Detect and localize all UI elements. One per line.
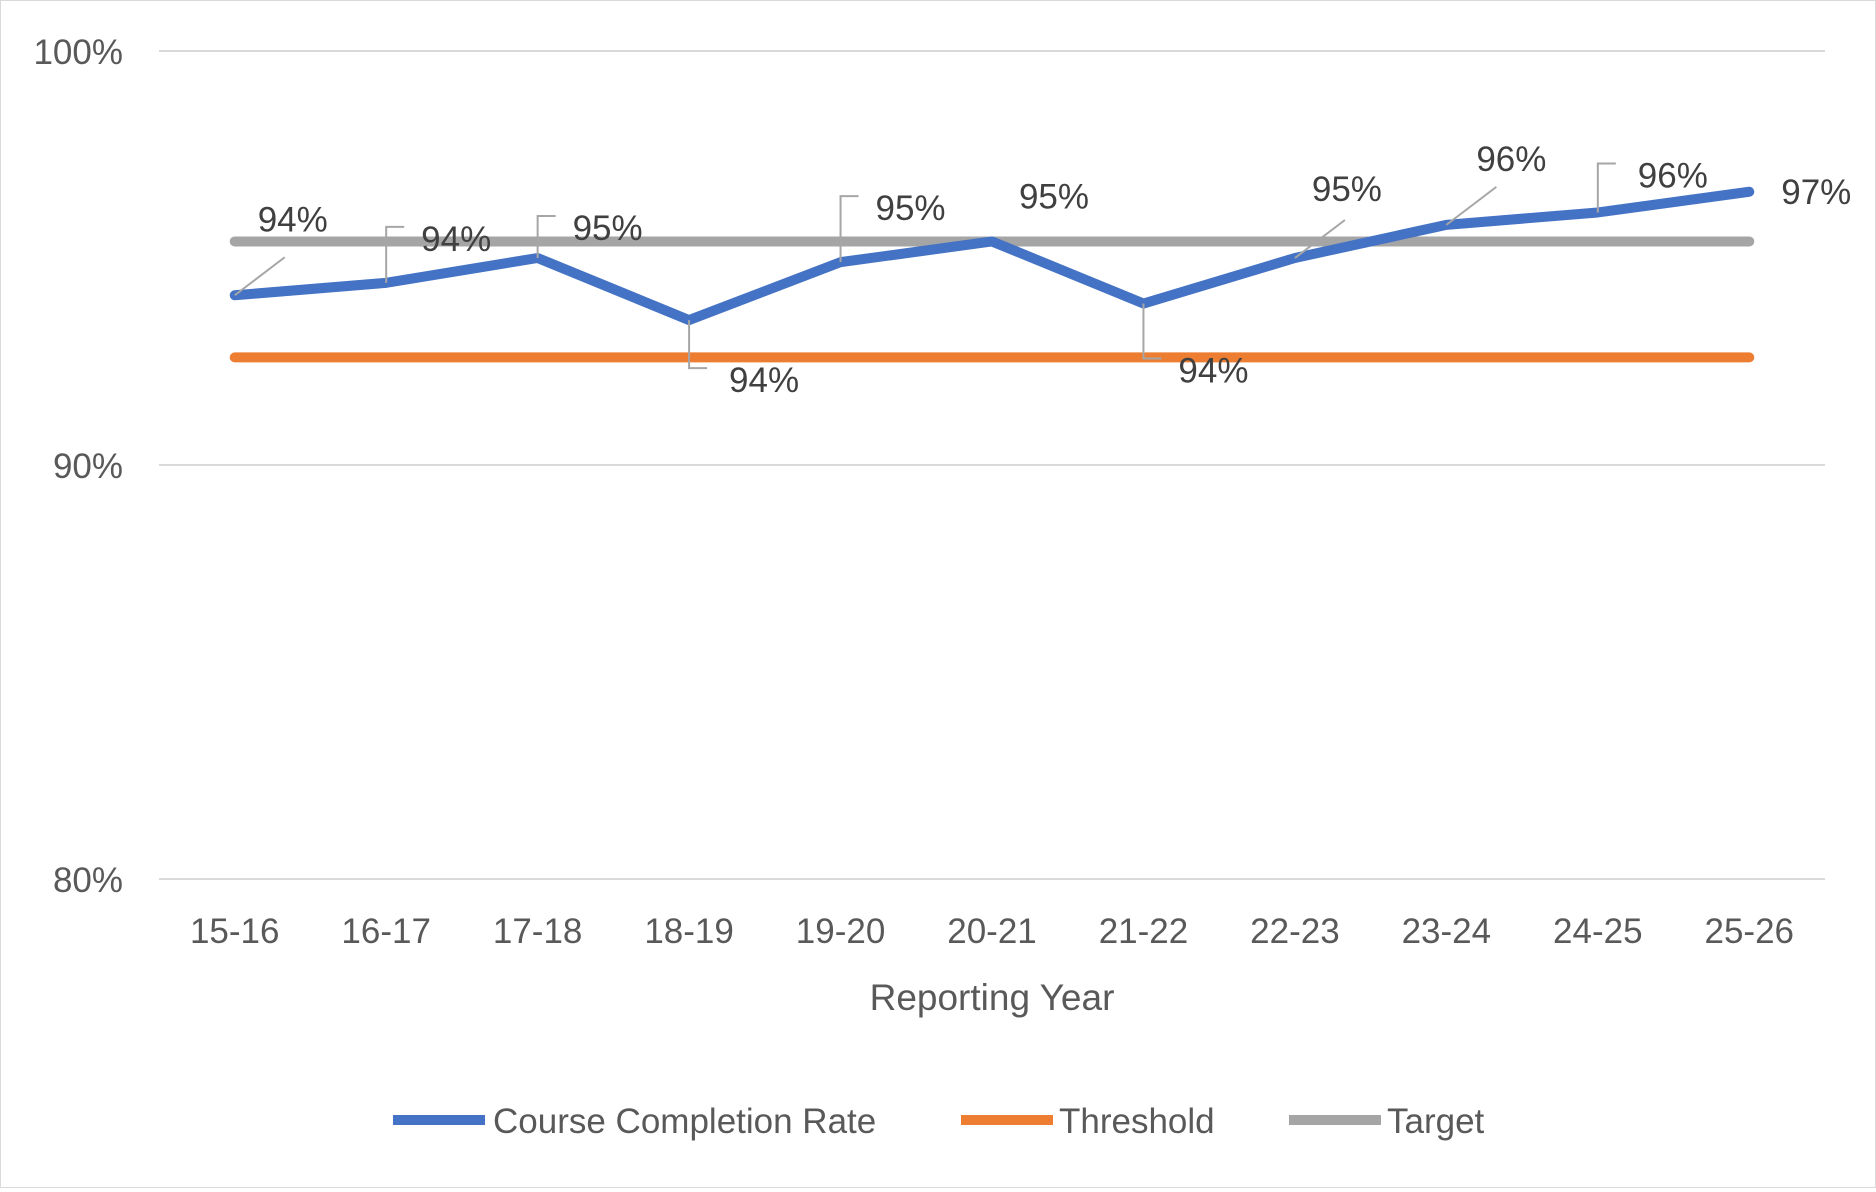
- data-label-leader: [1294, 219, 1346, 259]
- x-axis-title: Reporting Year: [870, 977, 1115, 1018]
- y-tick-label: 80%: [53, 861, 123, 900]
- legend-label: Course Completion Rate: [493, 1102, 876, 1141]
- data-label-leader: [536, 215, 556, 258]
- data-label: 96%: [1476, 140, 1546, 179]
- legend-label: Target: [1387, 1102, 1485, 1141]
- y-axis-tick-labels: 80% 90% 100%: [33, 33, 123, 900]
- x-tick-label: 21-22: [1099, 912, 1189, 951]
- x-tick-label: 17-18: [493, 912, 583, 951]
- x-tick-label: 20-21: [947, 912, 1037, 951]
- data-labels: 94% 94% 95% 94% 95% 95% 94% 95% 96% 96% 97%: [258, 140, 1852, 400]
- legend-label: Threshold: [1059, 1102, 1215, 1141]
- legend-item-target: Target: [1289, 1102, 1485, 1141]
- data-label: 94%: [729, 361, 799, 400]
- data-label-leader: [385, 225, 405, 283]
- gridlines: [159, 50, 1825, 880]
- y-tick-label: 100%: [33, 33, 123, 72]
- data-label-leader: [688, 320, 708, 370]
- data-label: 94%: [421, 220, 491, 259]
- data-label: 96%: [1638, 156, 1708, 195]
- data-label: 95%: [1312, 170, 1382, 209]
- data-label-leader: [1142, 303, 1162, 360]
- data-label-leader: [839, 195, 859, 263]
- x-tick-label: 25-26: [1705, 912, 1795, 951]
- data-label: 95%: [876, 189, 946, 228]
- data-label: 94%: [258, 200, 328, 239]
- legend: Course Completion Rate Threshold Target: [393, 1102, 1485, 1141]
- data-label: 95%: [1019, 177, 1089, 216]
- y-tick-label: 90%: [53, 447, 123, 486]
- data-label-leader-lines: [234, 162, 1616, 370]
- x-tick-label: 18-19: [644, 912, 734, 951]
- data-label: 94%: [1178, 352, 1248, 391]
- data-label-leader: [1445, 186, 1497, 226]
- series-lines: [229, 186, 1755, 363]
- data-label: 97%: [1781, 173, 1851, 212]
- data-label: 95%: [573, 209, 643, 248]
- x-tick-label: 19-20: [796, 912, 886, 951]
- data-label-leader: [234, 256, 286, 297]
- course-completion-rate-line: [229, 186, 1755, 326]
- x-tick-label: 23-24: [1402, 912, 1492, 951]
- data-label-leader: [1596, 162, 1616, 213]
- x-axis-tick-labels: 15-16 16-17 17-18 18-19 19-20 20-21 21-22 22-23…: [190, 912, 1794, 951]
- legend-item-course-completion-rate: Course Completion Rate: [393, 1102, 876, 1141]
- x-tick-label: 15-16: [190, 912, 280, 951]
- legend-item-threshold: Threshold: [961, 1102, 1215, 1141]
- x-tick-label: 16-17: [341, 912, 431, 951]
- x-tick-label: 22-23: [1250, 912, 1340, 951]
- x-tick-label: 24-25: [1553, 912, 1643, 951]
